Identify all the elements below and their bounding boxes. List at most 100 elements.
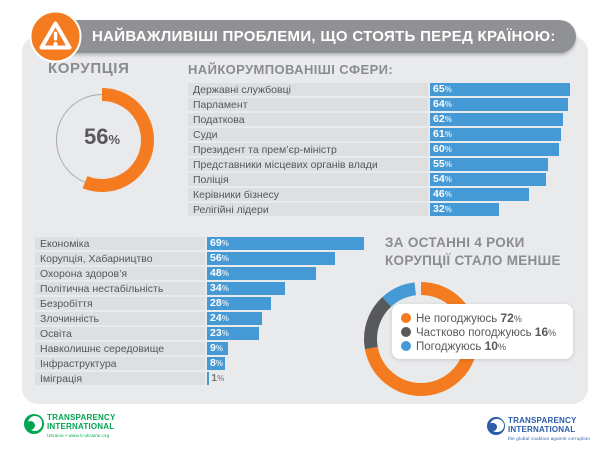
bar: 55% [430, 158, 549, 171]
ti-global-logo-line1: TRANSPARENCY [508, 416, 577, 425]
legend-item: Частково погоджуюсь 16% [401, 325, 564, 339]
ti-logo-line1: TRANSPARENCY [47, 413, 116, 422]
bar-value: 65% [433, 83, 452, 96]
bar-value: 64% [433, 98, 452, 111]
donut-center-value: 56% [83, 124, 121, 149]
ti-global-logo-subline: the global coalition against corruption [508, 436, 591, 442]
bar-label: Навколишнє середовище [35, 342, 205, 355]
bar-value: 56% [210, 252, 229, 265]
bar-label: Керівники бізнесу [188, 188, 428, 201]
warning-icon [29, 10, 82, 63]
bar-label: Суди [188, 128, 428, 141]
bar-row: Інфраструктура 8% [35, 357, 364, 370]
bar-row: Корупція, Хабарництво 56% [35, 252, 364, 265]
bar-value: 34% [210, 282, 229, 295]
bar: 23% [207, 327, 260, 340]
bar-row: Поліція 54% [188, 173, 570, 186]
legend-dot [401, 327, 411, 337]
bar: 28% [207, 297, 271, 310]
corruption-section-title: КОРУПЦІЯ [48, 60, 130, 77]
bar-label: Представники місцевих органів влади [188, 158, 428, 171]
bar-row: Іміграція 1% [35, 372, 364, 385]
bar-row: Політична нестабільність 34% [35, 282, 364, 295]
bar: 54% [430, 173, 547, 186]
bar-value: 54% [433, 173, 452, 186]
bar: 61% [430, 128, 562, 141]
problems-bar-chart: Економіка 69% Корупція, Хабарництво 56% Охор… [35, 237, 365, 387]
donut-svg [50, 88, 154, 192]
bar-label: Іміграція [35, 372, 205, 385]
bar-value: 28% [210, 297, 229, 310]
bar-label: Поліція [188, 173, 428, 186]
legend-item: Не погоджуюсь 72% [401, 311, 564, 325]
bar: 69% [207, 237, 365, 250]
bar-row: Керівники бізнесу 46% [188, 188, 570, 201]
ti-ukraine-logo: TRANSPARENCY INTERNATIONAL Ukraine • www… [24, 413, 116, 439]
bar-label: Президент та прем’єр-міністр [188, 143, 428, 156]
bar-value: 60% [433, 143, 452, 156]
bar-value: 24% [210, 312, 229, 325]
bar-label: Інфраструктура [35, 357, 205, 370]
ti-global-logo-line2: INTERNATIONAL [508, 424, 576, 434]
ti-global-logo: TRANSPARENCY INTERNATIONAL the global co… [487, 416, 591, 442]
title-bar: НАЙВАЖЛИВІШІ ПРОБЛЕМИ, ЩО СТОЯТЬ ПЕРЕД К… [38, 20, 576, 53]
bar-label: Корупція, Хабарництво [35, 252, 205, 265]
bar: 46% [430, 188, 529, 201]
bar: 34% [207, 282, 285, 295]
less-corruption-title: ЗА ОСТАННІ 4 РОКИ КОРУПЦІЇ СТАЛО МЕНШЕ [385, 234, 561, 269]
legend-dot [401, 313, 411, 323]
bar-row: Безробіття 28% [35, 297, 364, 310]
ti-ukraine-logo-subline: Ukraine • www.ti-ukraine.org [47, 433, 110, 439]
bar: 24% [207, 312, 262, 325]
bar-row: Охорона здоров’я 48% [35, 267, 364, 280]
agreement-legend: Не погоджуюсь 72% Частково погоджуюсь 16%… [392, 304, 573, 359]
bar-label: Парламент [188, 98, 428, 111]
bar: 32% [430, 203, 499, 216]
bar-value: 55% [433, 158, 452, 171]
bar-label: Релігійні лідери [188, 203, 428, 216]
bar [207, 372, 210, 385]
bar-value: 46% [433, 188, 452, 201]
bar: 60% [430, 143, 559, 156]
bar: 62% [430, 113, 564, 126]
page-title: НАЙВАЖЛИВІШІ ПРОБЛЕМИ, ЩО СТОЯТЬ ПЕРЕД К… [92, 28, 556, 45]
ti-logo-line2: INTERNATIONAL [47, 421, 115, 431]
legend-item: Погоджуюсь 10% [401, 339, 564, 353]
bar-label: Політична нестабільність [35, 282, 205, 295]
bar-label: Злочинність [35, 312, 205, 325]
bar-label: Податкова [188, 113, 428, 126]
bar-value: 32% [433, 203, 452, 216]
bar-row: Суди 61% [188, 128, 570, 141]
bar-value: 69% [210, 237, 229, 250]
bar-row: Навколишнє середовище 9% [35, 342, 364, 355]
bar-value: 62% [433, 113, 452, 126]
bar-label: Економіка [35, 237, 205, 250]
panel-content: КОРУПЦІЯ 56% НАЙКОРУМПОВАНІШІ СФЕРИ: Дер… [22, 36, 588, 404]
bar-value: 8% [210, 357, 223, 370]
ti-global-logo-icon [487, 417, 505, 435]
bar-row: Релігійні лідери 32% [188, 203, 570, 216]
bar-label: Державні службовці [188, 83, 428, 96]
bar-value: 61% [433, 128, 452, 141]
bar-label: Безробіття [35, 297, 205, 310]
legend-label: Погоджуюсь 10% [416, 339, 506, 353]
ti-ukraine-logo-icon [24, 414, 44, 434]
legend-label: Частково погоджуюсь 16% [416, 325, 557, 339]
bar-value: 23% [210, 327, 229, 340]
bar-value: 48% [210, 267, 229, 280]
bar: 56% [207, 252, 335, 265]
bar: 9% [207, 342, 228, 355]
bar-row: Злочинність 24% [35, 312, 364, 325]
bar-value: 9% [210, 342, 223, 355]
bar: 8% [207, 357, 226, 370]
bar: 64% [430, 98, 568, 111]
legend-dot [401, 341, 411, 351]
bar-row: Економіка 69% [35, 237, 365, 250]
less-corruption-title-line2: КОРУПЦІЇ СТАЛО МЕНШЕ [385, 252, 561, 268]
spheres-section-title: НАЙКОРУМПОВАНІШІ СФЕРИ: [188, 62, 394, 77]
corruption-donut-chart: 56% [50, 88, 154, 192]
less-corruption-title-line1: ЗА ОСТАННІ 4 РОКИ [385, 235, 525, 250]
bar-row: Податкова 62% [188, 113, 570, 126]
bar: 48% [207, 267, 317, 280]
